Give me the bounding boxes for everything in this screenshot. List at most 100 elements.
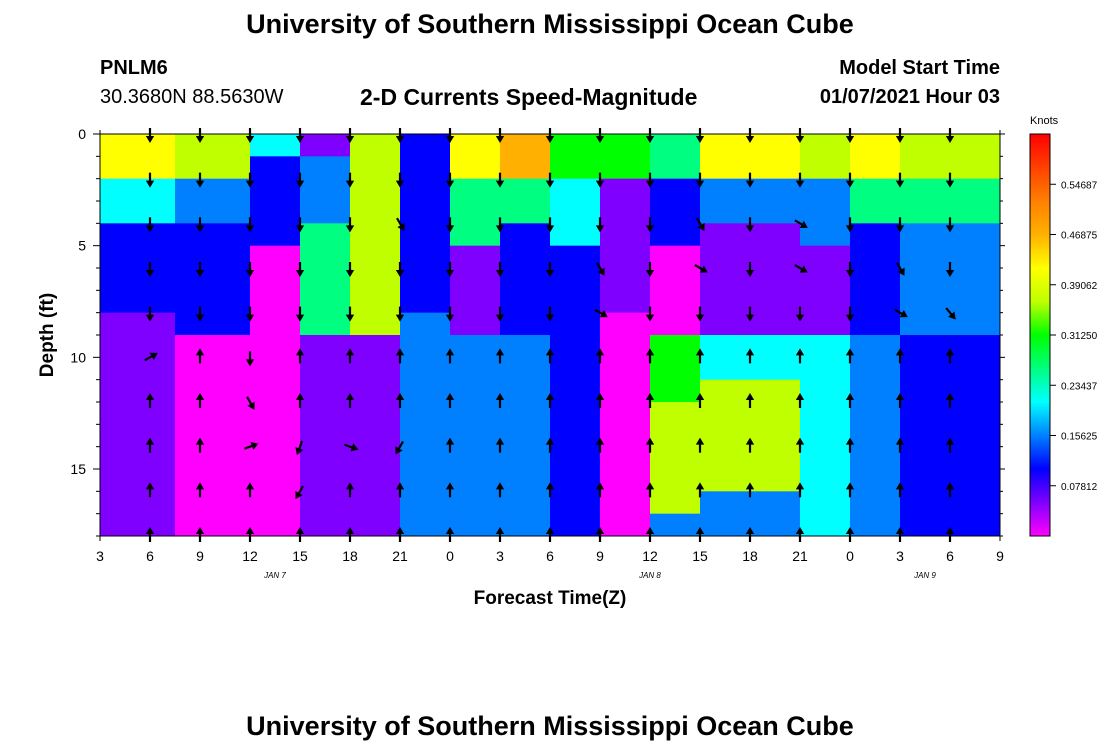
current-direction-arrow: [795, 306, 805, 322]
heatmap-cell: [800, 178, 851, 247]
x-tick-label: 9: [996, 548, 1004, 564]
heatmap-cell: [300, 335, 351, 425]
heatmap-cell: [350, 335, 401, 537]
current-direction-arrow: [895, 393, 905, 408]
heatmap-cell: [250, 134, 301, 157]
colorbar-tick-label: 0.31250: [1061, 331, 1098, 342]
chart-title-top: University of Southern Mississippi Ocean…: [246, 9, 854, 39]
current-direction-arrow: [645, 262, 655, 277]
current-direction-arrow: [795, 482, 805, 498]
current-direction-arrow: [695, 172, 705, 188]
colorbar-tick-label: 0.15625: [1061, 432, 1098, 443]
x-axis-label: Forecast Time(Z): [474, 588, 627, 609]
current-direction-arrow: [145, 393, 155, 408]
heatmap-cell: [100, 312, 176, 537]
model-start-value: 01/07/2021 Hour 03: [819, 86, 1000, 108]
x-tick-label: 12: [642, 548, 658, 564]
current-direction-arrow: [945, 172, 955, 188]
heatmap-cell: [175, 134, 251, 180]
current-direction-arrow: [396, 217, 405, 232]
current-direction-arrow: [243, 442, 259, 450]
heatmap-cell: [800, 245, 851, 336]
current-direction-arrow: [245, 172, 255, 188]
x-tick-label: 15: [692, 548, 708, 564]
current-direction-arrow: [495, 437, 505, 453]
current-direction-arrow: [245, 217, 255, 233]
colorbar-tick-label: 0.54687: [1061, 180, 1098, 191]
date-label: JAN 8: [638, 571, 661, 580]
heatmap-cell: [550, 178, 601, 247]
current-direction-arrow: [545, 172, 555, 188]
x-tick-label: 6: [546, 548, 554, 564]
current-direction-arrow: [745, 348, 755, 364]
heatmap-cell: [850, 335, 901, 537]
current-direction-arrow: [945, 307, 956, 320]
heatmap-cell: [650, 402, 701, 515]
colorbar-tick-label: 0.07812: [1061, 482, 1098, 493]
current-direction-arrow: [245, 482, 255, 498]
current-direction-arrow: [445, 482, 455, 498]
current-direction-arrow: [145, 482, 155, 498]
current-direction-arrow: [845, 306, 855, 322]
heatmap-cell: [850, 134, 901, 180]
heatmap-cell: [300, 134, 351, 157]
current-direction-arrow: [395, 482, 405, 498]
heatmap-cell: [500, 335, 551, 537]
heatmap-cell: [600, 134, 651, 180]
current-direction-arrow: [445, 348, 455, 364]
x-tick-label: 3: [96, 548, 104, 564]
current-direction-arrow: [845, 393, 855, 408]
heatmap-cell: [250, 156, 301, 247]
current-direction-arrow: [445, 306, 455, 322]
current-direction-arrow: [745, 437, 755, 453]
heatmap-cell: [500, 134, 551, 180]
heatmap-cell: [100, 223, 176, 314]
y-axis-label: Depth (ft): [37, 293, 58, 377]
current-direction-arrow: [295, 485, 304, 500]
current-direction-arrow: [495, 393, 505, 408]
heatmap-cell: [450, 335, 501, 537]
current-direction-arrow: [345, 482, 355, 498]
current-direction-arrow: [695, 348, 705, 364]
current-direction-arrow: [395, 348, 405, 364]
date-label: JAN 7: [263, 571, 286, 580]
current-direction-arrow: [795, 348, 805, 364]
current-direction-arrow: [895, 217, 905, 233]
current-direction-arrow: [895, 348, 905, 364]
x-tick-label: 9: [196, 548, 204, 564]
current-direction-arrow: [745, 172, 755, 188]
current-direction-arrow: [945, 217, 955, 233]
heatmap-cell: [800, 134, 851, 180]
current-direction-arrow: [495, 348, 505, 364]
current-direction-arrow: [295, 217, 305, 233]
current-direction-arrow: [295, 440, 304, 456]
current-direction-arrow: [945, 348, 955, 364]
y-tick-label: 15: [70, 461, 86, 477]
current-direction-arrow: [295, 348, 305, 364]
current-direction-arrow: [695, 393, 705, 408]
current-direction-arrow: [195, 306, 205, 322]
current-direction-arrow: [395, 393, 405, 408]
current-direction-arrow: [845, 482, 855, 498]
current-speed-chart: 3 6 9 12 15 18 21 0 3 6 9 12 15 18 21 0 3 6 9 JAN 7 JAN 8 JAN…: [37, 115, 1098, 609]
current-direction-arrow: [545, 393, 555, 408]
current-direction-arrow: [645, 437, 655, 453]
current-direction-arrow: [695, 482, 705, 498]
current-direction-arrow: [795, 172, 805, 188]
current-direction-arrow: [595, 172, 605, 188]
current-direction-arrow: [794, 219, 808, 228]
current-direction-arrow: [144, 352, 158, 362]
current-direction-arrow: [895, 482, 905, 498]
current-direction-arrow: [745, 393, 755, 408]
current-direction-arrow: [945, 393, 955, 408]
current-direction-arrow: [695, 437, 705, 453]
current-direction-arrow: [195, 262, 205, 277]
x-tick-label: 6: [146, 548, 154, 564]
heatmap-cell: [175, 335, 251, 537]
current-direction-arrow: [545, 437, 555, 453]
current-direction-arrow: [945, 482, 955, 498]
heatmap-cell: [900, 335, 1001, 537]
y-tick-label: 10: [70, 349, 86, 365]
current-direction-arrow: [595, 393, 605, 408]
current-direction-arrow: [145, 437, 155, 453]
